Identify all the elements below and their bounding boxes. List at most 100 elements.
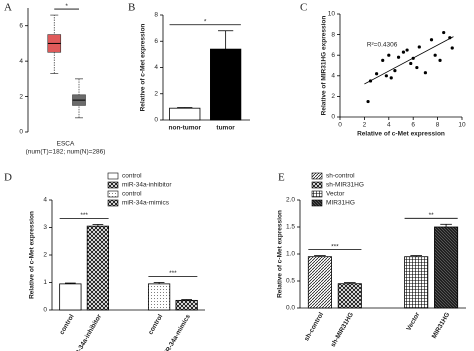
panel-label: A — [4, 2, 12, 14]
legend-label: control — [122, 173, 142, 180]
significance-label: * — [204, 18, 207, 25]
bar — [210, 48, 242, 121]
x-tick-label: miR-34a-mimics — [161, 313, 192, 351]
point — [375, 72, 379, 76]
point — [429, 38, 434, 42]
x-tick-label: sh-control — [303, 311, 325, 342]
bar — [307, 256, 332, 309]
legend-swatch — [311, 199, 323, 207]
point — [442, 30, 446, 35]
bar — [404, 256, 429, 309]
x-tick-label: control — [59, 313, 76, 336]
bar — [434, 226, 459, 309]
y-tick-label: 6 — [154, 38, 158, 45]
y-tick-label: 2.0 — [286, 197, 295, 204]
legend-swatch — [107, 181, 119, 189]
y-tick-label: 3 — [43, 224, 47, 231]
bar — [86, 225, 110, 311]
x-axis-label: Relative of c-Met expression — [357, 131, 445, 138]
legend-swatch — [107, 199, 119, 207]
y-tick-label: 0 — [331, 114, 335, 121]
y-axis-label: Relative of c-Met expression — [140, 24, 147, 112]
point — [401, 50, 406, 54]
point — [393, 69, 397, 73]
sample-note: (num(T)=182; num(N)=286) — [26, 149, 106, 156]
legend-swatch — [107, 172, 119, 180]
point — [417, 45, 421, 49]
y-tick-label: 2 — [19, 93, 23, 100]
y-tick-label: 0 — [43, 307, 47, 314]
y-tick-label: 10 — [328, 11, 336, 18]
panel-label: D — [4, 172, 12, 184]
y-axis-label: Relative of c-Met expression — [29, 211, 36, 299]
point — [387, 53, 391, 57]
x-axis-label: ESCA — [57, 141, 75, 148]
x-tick-label: tumor — [216, 125, 235, 132]
y-tick-label: 4 — [154, 64, 158, 71]
panel-label: C — [300, 2, 307, 14]
r-squared: R²=0.4306 — [367, 42, 398, 49]
x-tick-label: control — [147, 313, 164, 336]
y-tick-label: 2 — [154, 90, 158, 97]
y-tick-label: 1 — [43, 279, 47, 286]
legend-label: control — [122, 191, 142, 198]
significance-label: ** — [429, 212, 435, 219]
x-tick-label: 8 — [436, 122, 440, 129]
legend-label: miR-34a-inhibitor — [122, 182, 172, 189]
x-tick-label: non-tumor — [169, 125, 202, 132]
legend-swatch — [311, 190, 323, 198]
bar — [169, 107, 201, 121]
y-tick-label: 4 — [43, 197, 47, 204]
y-tick-label: 0 — [154, 117, 158, 124]
bar — [59, 283, 82, 311]
legend-label: sh-control — [326, 173, 355, 180]
legend-swatch — [107, 190, 119, 198]
x-tick-label: MIR31HG — [431, 311, 452, 340]
y-tick-label: 1.0 — [286, 251, 295, 258]
point — [381, 58, 385, 62]
bar — [337, 283, 362, 309]
point — [438, 58, 442, 62]
point — [366, 99, 370, 104]
y-tick-label: 2 — [43, 252, 47, 259]
significance-label: *** — [331, 243, 339, 250]
y-tick-label: 6 — [331, 52, 335, 59]
point — [405, 48, 409, 52]
legend-label: sh-MIR31HG — [326, 182, 364, 189]
legend-label: Vector — [326, 191, 345, 198]
panel-label: B — [128, 2, 135, 14]
bar — [147, 283, 171, 311]
x-tick-label: 6 — [411, 122, 415, 129]
x-tick-label: 10 — [458, 122, 466, 129]
y-axis-label: Relative of c-Met expression — [277, 210, 284, 298]
point — [389, 76, 393, 80]
point — [396, 55, 401, 59]
y-tick-label: 6 — [19, 22, 23, 29]
y-tick-label: 4 — [331, 73, 335, 80]
legend-swatch — [311, 181, 323, 189]
x-tick-label: 0 — [338, 122, 342, 129]
point — [433, 53, 437, 57]
x-tick-label: sh-MIR31HG — [330, 311, 355, 348]
x-tick-label: 4 — [387, 122, 391, 129]
y-tick-label: 8 — [331, 31, 335, 38]
y-axis-label: Relative of MIR31HG expression — [321, 16, 328, 116]
x-tick-label: Vector — [405, 311, 421, 332]
significance-label: *** — [169, 270, 177, 277]
significance-label: *** — [80, 212, 88, 219]
y-tick-label: 0 — [19, 129, 23, 136]
panel-label: E — [278, 172, 285, 184]
point — [450, 46, 454, 50]
y-tick-label: 4 — [19, 58, 23, 65]
point — [423, 71, 427, 75]
legend-label: miR-34a-mimics — [122, 200, 170, 207]
point — [415, 65, 419, 70]
legend-label: MIR31HG — [326, 200, 355, 207]
significance-label: * — [65, 3, 68, 10]
legend-swatch — [311, 172, 323, 180]
y-tick-label: 0.0 — [286, 305, 295, 312]
y-tick-label: 0.5 — [286, 278, 295, 285]
point — [409, 61, 413, 66]
x-tick-label: 2 — [363, 122, 367, 129]
